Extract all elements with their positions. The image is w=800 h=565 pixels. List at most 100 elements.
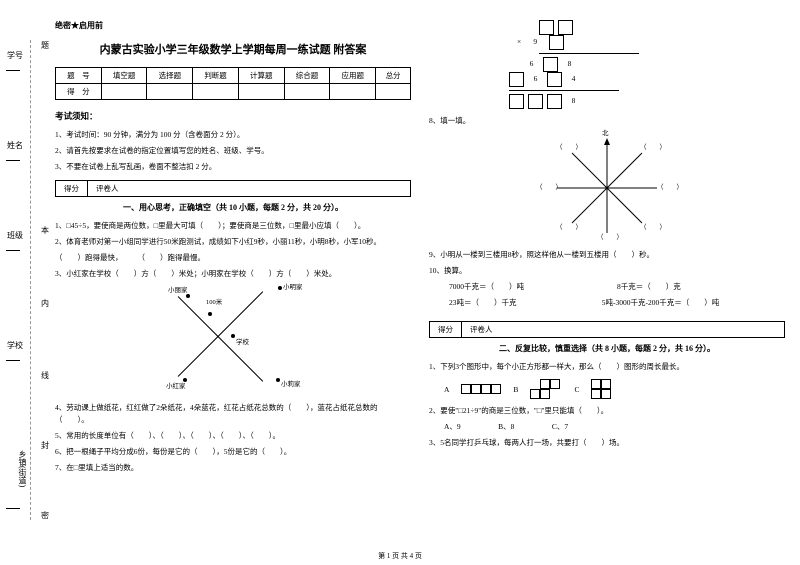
box-input[interactable] xyxy=(549,35,564,50)
box-input[interactable] xyxy=(509,94,524,109)
section-score-box: 得分 评卷人 xyxy=(55,180,411,197)
td-5[interactable] xyxy=(284,83,330,99)
digit: 4 xyxy=(566,72,581,86)
diag-line-2 xyxy=(178,296,264,382)
section1-heading: 一、用心思考，正确填空（共 10 小题，每题 2 分，共 20 分）。 xyxy=(55,202,411,214)
q2a: 2、体育老师对第一小组同学进行50米跑测试，成绩如下小红9秒，小丽11秒，小明8… xyxy=(55,236,411,248)
confidential-mark: 绝密★启用前 xyxy=(55,20,411,32)
hr xyxy=(539,53,639,54)
multiplication-box: ×9 68 64 8 xyxy=(489,20,785,109)
td-6[interactable] xyxy=(330,83,376,99)
mark-0: 题 xyxy=(35,40,55,51)
blank-se: （ ） xyxy=(640,223,666,233)
th-7: 总分 xyxy=(376,67,411,83)
shape-b xyxy=(530,379,562,399)
label-scale: 100米 xyxy=(206,298,222,308)
label-bl: 小红家 xyxy=(166,382,186,392)
th-3: 判断题 xyxy=(193,67,239,83)
right-column: ×9 68 64 8 8、填一填。 xyxy=(429,20,785,555)
mark-4: 封 xyxy=(35,440,55,451)
grader-label: 评卷人 xyxy=(462,322,501,337)
th-2: 选择题 xyxy=(147,67,193,83)
underline xyxy=(6,160,20,161)
shape-a xyxy=(461,384,501,394)
binding-margin: 学号 姓名 班级 学校 乡镇(街道) 题 本 内 线 封 密 xyxy=(0,0,50,565)
mark-2: 内 xyxy=(35,298,55,309)
digit-9: 9 xyxy=(525,35,545,49)
th-5: 综合题 xyxy=(284,67,330,83)
center-dot xyxy=(231,334,235,338)
mark-5: 密 xyxy=(35,510,55,521)
mult-sign: × xyxy=(517,35,521,49)
dot-tr xyxy=(278,286,282,290)
box-input[interactable] xyxy=(558,20,573,35)
td-4[interactable] xyxy=(238,83,284,99)
blank-nw: （ ） xyxy=(556,143,582,153)
td-7[interactable] xyxy=(376,83,411,99)
cross-diagram: 小明家 小丽家 小红家 小莉家 学校 100米 xyxy=(158,286,308,396)
blank-w: （ ） xyxy=(536,183,562,193)
binding-line xyxy=(30,40,31,520)
notice-3: 3、不要在试卷上乱写乱画，卷面不整洁扣 2 分。 xyxy=(55,161,411,173)
digit: 6 xyxy=(524,57,539,71)
underline xyxy=(6,360,20,361)
th-6: 应用题 xyxy=(330,67,376,83)
box-input[interactable] xyxy=(547,72,562,87)
q10a: 7000千克＝（ ）吨 xyxy=(429,281,617,293)
box-input[interactable] xyxy=(547,94,562,109)
underline xyxy=(6,70,20,71)
digit: 8 xyxy=(562,57,577,71)
notice-heading: 考试须知： xyxy=(55,110,411,123)
notice-2: 2、请首先按要求在试卷的指定位置填写您的姓名、班级、学号。 xyxy=(55,145,411,157)
label-center: 学校 xyxy=(236,338,249,348)
box-input[interactable] xyxy=(543,57,558,72)
compass-diagram: 北 （ ） （ ） （ ） （ ） （ ） （ ） （ ） xyxy=(542,133,672,243)
td-0: 得 分 xyxy=(56,83,102,99)
q10-head: 10、换算。 xyxy=(429,265,785,277)
grader-label: 评卷人 xyxy=(88,181,127,196)
hr xyxy=(509,90,619,91)
dot-mid xyxy=(208,312,212,316)
notice-1: 1、考试时间：90 分钟，满分为 100 分（含卷面分 2 分）。 xyxy=(55,129,411,141)
label-tl: 小丽家 xyxy=(168,286,188,296)
q10b: 8千克＝（ ）克 xyxy=(617,281,785,293)
q10c: 23吨＝（ ）千克 xyxy=(429,297,602,309)
th-0: 题 号 xyxy=(56,67,102,83)
label-class: 班级 xyxy=(5,230,25,241)
q4: 4、劳动课上做纸花，红红做了2朵纸花，4朵蓝花，红花占纸花总数的（ ），蓝花占纸… xyxy=(55,402,411,426)
s2q2: 2、要使"□21÷9"的商是三位数，"□"里只能填（ ）。 xyxy=(429,405,785,417)
label-student-id: 学号 xyxy=(5,50,25,61)
digit: 8 xyxy=(566,94,581,108)
s2q2-opts: A、9 B、8 C、7 xyxy=(429,421,785,433)
q9: 9、小明从一楼到三楼用8秒，照这样他从一楼到五楼用（ ）秒。 xyxy=(429,249,785,261)
label-a: A xyxy=(429,384,449,395)
box-input[interactable] xyxy=(539,20,554,35)
score-table: 题 号 填空题 选择题 判断题 计算题 综合题 应用题 总分 得 分 xyxy=(55,67,411,101)
label-br: 小莉家 xyxy=(281,380,301,390)
page-footer: 第 1 页 共 4 页 xyxy=(0,551,800,561)
label-tr: 小明家 xyxy=(283,283,303,293)
section-score-box-2: 得分 评卷人 xyxy=(429,321,785,338)
label-school: 学校 xyxy=(5,340,25,351)
label-c: C xyxy=(574,384,579,395)
td-3[interactable] xyxy=(193,83,239,99)
q3: 3、小红家在学校（ ）方（ ）米处；小明家在学校（ ）方（ ）米处。 xyxy=(55,268,411,280)
q2b: （ ）跑得最快， （ ）跑得最慢。 xyxy=(55,252,411,264)
th-1: 填空题 xyxy=(101,67,147,83)
q10d: 5吨-3000千克-200千克＝（ ）吨 xyxy=(602,297,785,309)
left-column: 绝密★启用前 内蒙古实验小学三年级数学上学期每周一练试题 附答案 题 号 填空题… xyxy=(55,20,411,555)
blank-sw: （ ） xyxy=(556,223,582,233)
q5: 5、常用的长度单位有（ ）、（ ）、（ ）、（ ）、（ ）。 xyxy=(55,430,411,442)
th-4: 计算题 xyxy=(238,67,284,83)
q6: 6、把一根绳子平均分成6份，每份是它的（ ），5份是它的（ ）。 xyxy=(55,446,411,458)
exam-title: 内蒙古实验小学三年级数学上学期每周一练试题 附答案 xyxy=(55,42,411,59)
score-label: 得分 xyxy=(430,322,462,337)
box-input[interactable] xyxy=(528,94,543,109)
north-label: 北 xyxy=(602,129,609,139)
underline xyxy=(6,250,20,251)
mark-1: 本 xyxy=(35,225,55,236)
td-1[interactable] xyxy=(101,83,147,99)
label-town: 乡镇(街道) xyxy=(8,450,28,487)
td-2[interactable] xyxy=(147,83,193,99)
box-input[interactable] xyxy=(509,72,524,87)
